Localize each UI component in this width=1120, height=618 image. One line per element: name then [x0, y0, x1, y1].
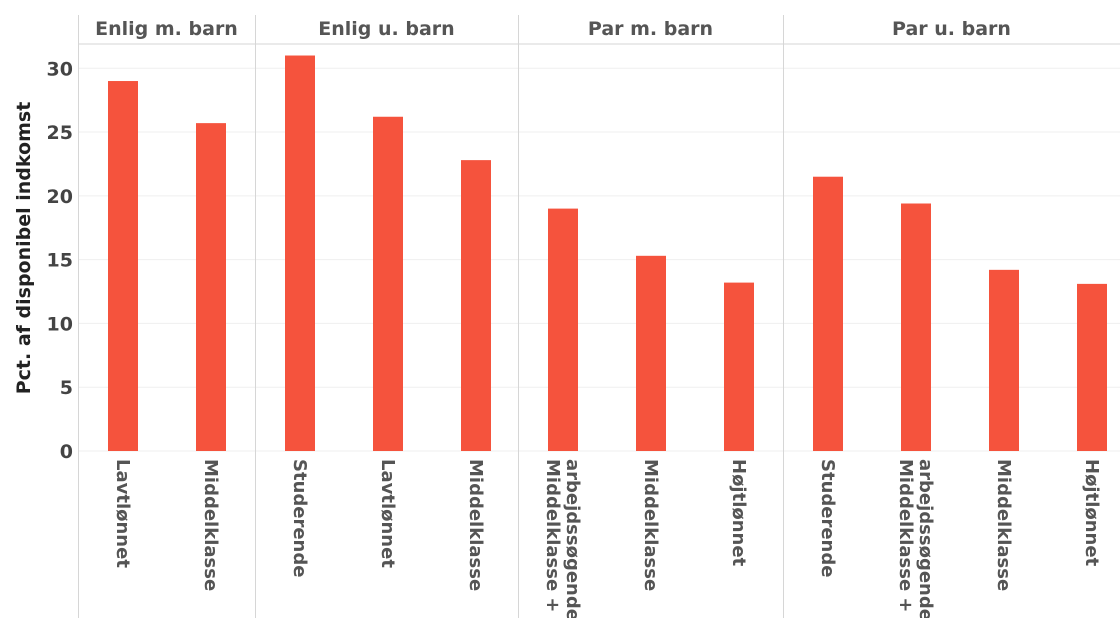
y-tick-label: 15 [47, 250, 73, 272]
category-label: Middelklasse [200, 459, 221, 591]
category-label-line: Middelklasse + [542, 459, 563, 613]
y-tick-label: 25 [47, 122, 73, 144]
category-label: Middelklasse + arbejdssøgende [895, 459, 936, 618]
category-label-line: Middelklasse + [895, 459, 916, 613]
category-label: Middelklasse [465, 459, 486, 591]
bar [373, 116, 403, 451]
grid-layer [78, 67, 1120, 452]
bar [1077, 283, 1107, 451]
category-label: Studerende [817, 459, 838, 577]
category-label-line: Studerende [817, 459, 838, 577]
category-label-line: arbejdssøgende [915, 459, 936, 618]
category-label-line: Højtlønnet [728, 459, 749, 567]
category-label: Middelklasse [993, 459, 1014, 591]
panel-title: Par u. barn [892, 18, 1011, 40]
category-label-line: Studerende [289, 459, 310, 577]
category-label-line: Højtlønnet [1081, 459, 1102, 567]
bar [548, 208, 578, 451]
category-label-line: arbejdssøgende [562, 459, 583, 618]
category-label: Højtlønnet [1081, 459, 1102, 567]
y-axis-ticks: 0 5 10 15 20 25 30 [47, 58, 73, 463]
y-tick-label: 20 [47, 186, 73, 208]
category-label-line: Lavtlønnet [377, 459, 398, 568]
category-label: Lavtlønnet [112, 459, 133, 568]
category-label-line: Middelklasse [200, 459, 221, 591]
y-tick-label: 10 [47, 313, 73, 335]
bar [989, 269, 1019, 451]
category-label: Studerende [289, 459, 310, 577]
bar [285, 55, 315, 452]
y-axis-label: Pct. af disponibel indkomst [13, 102, 35, 395]
category-label-line: Middelklasse [465, 459, 486, 591]
category-label: Middelklasse + arbejdssøgende [542, 459, 583, 618]
category-label-line: Lavtlønnet [112, 459, 133, 568]
category-label-line: Middelklasse [640, 459, 661, 591]
bar [108, 81, 138, 451]
bar [636, 255, 666, 451]
category-label: Middelklasse [640, 459, 661, 591]
y-tick-label: 30 [47, 58, 73, 80]
bar [724, 282, 754, 451]
panel-title: Par m. barn [588, 18, 713, 40]
panel-titles: Enlig m. barn Enlig u. barn Par m. barn Par… [95, 18, 1011, 40]
y-tick-label: 0 [60, 441, 73, 463]
bar [901, 203, 931, 451]
y-tick-label: 5 [60, 377, 73, 399]
category-label: Højtlønnet [728, 459, 749, 567]
category-label: Lavtlønnet [377, 459, 398, 568]
category-labels: Lavtlønnet Middelklasse Studerende Lavtlønn… [112, 459, 1102, 618]
category-label-line: Middelklasse [993, 459, 1014, 591]
bar [196, 123, 226, 451]
bar [461, 160, 491, 452]
bar [813, 176, 843, 451]
panel-title: Enlig m. barn [95, 18, 238, 40]
panel-title: Enlig u. barn [318, 18, 454, 40]
panel-dividers [78, 15, 1120, 618]
bars [108, 55, 1107, 452]
